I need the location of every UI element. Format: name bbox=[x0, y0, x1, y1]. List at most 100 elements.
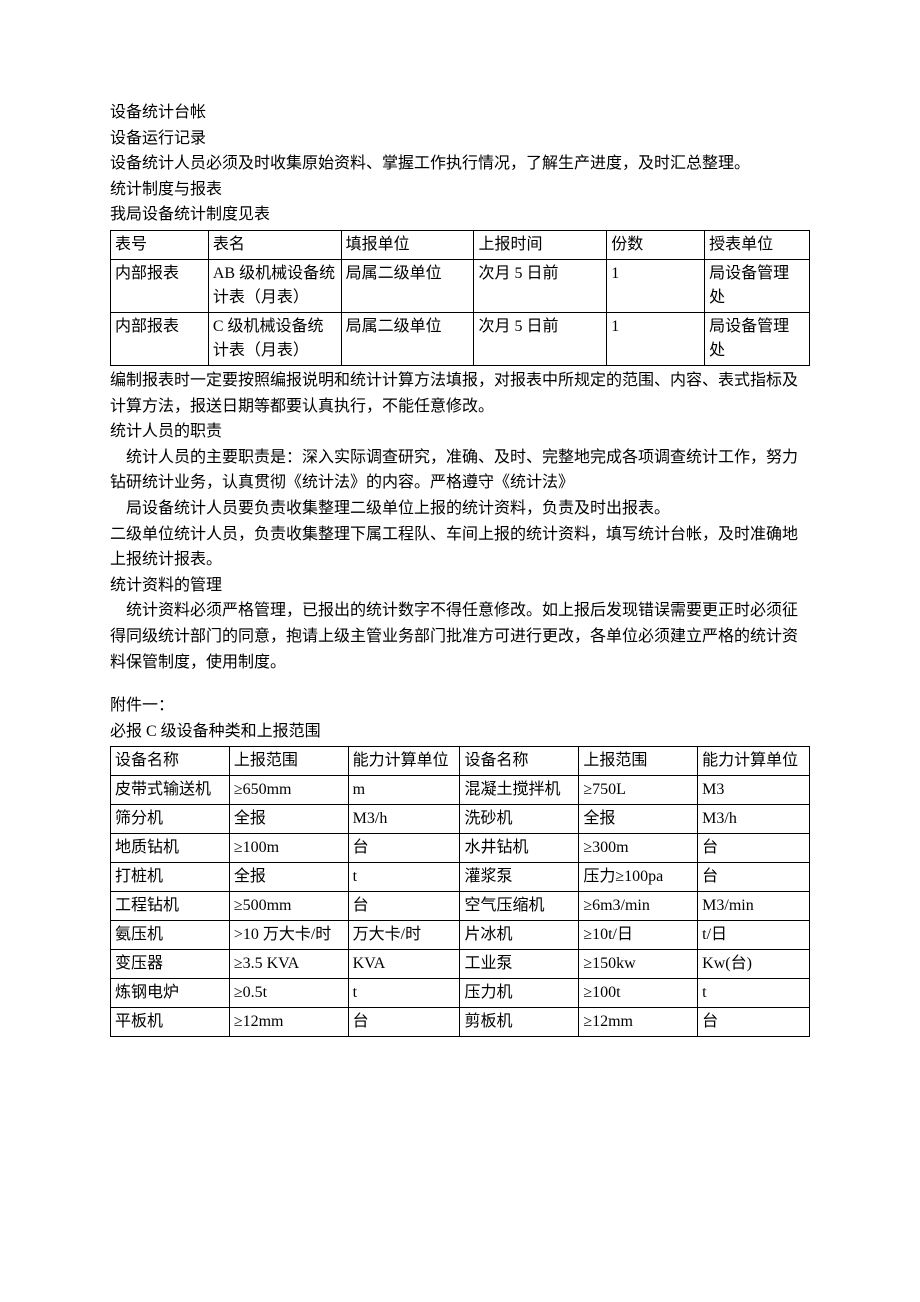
intro-line: 设备统计人员必须及时收集原始资料、掌握工作执行情况，了解生产进度，及时汇总整理。 bbox=[110, 151, 810, 177]
table-cell: ≥500mm bbox=[229, 892, 348, 921]
table-cell: 皮带式输送机 bbox=[111, 776, 230, 805]
table-cell: ≥6m3/min bbox=[579, 892, 698, 921]
table-cell: 1 bbox=[607, 259, 705, 312]
table-cell: 打桩机 bbox=[111, 863, 230, 892]
table-cell: 空气压缩机 bbox=[460, 892, 579, 921]
table-cell: 内部报表 bbox=[111, 312, 209, 365]
table-cell: C 级机械设备统计表（月表） bbox=[208, 312, 341, 365]
middle-section: 编制报表时一定要按照编报说明和统计计算方法填报，对报表中所规定的范围、内容、表式… bbox=[110, 368, 810, 675]
intro-line: 统计制度与报表 bbox=[110, 177, 810, 203]
table-header-row: 设备名称上报范围能力计算单位设备名称上报范围能力计算单位 bbox=[111, 747, 810, 776]
table-cell: 工业泵 bbox=[460, 950, 579, 979]
intro-line: 设备运行记录 bbox=[110, 126, 810, 152]
table-cell: t bbox=[348, 979, 460, 1008]
table-cell: 压力机 bbox=[460, 979, 579, 1008]
table-cell: m bbox=[348, 776, 460, 805]
table-row: 内部报表C 级机械设备统计表（月表）局属二级单位次月 5 日前1局设备管理处 bbox=[111, 312, 810, 365]
table-cell: 局设备管理处 bbox=[705, 312, 810, 365]
table-cell: 1 bbox=[607, 312, 705, 365]
table-cell: ≥300m bbox=[579, 834, 698, 863]
table-cell: M3/min bbox=[698, 892, 810, 921]
table-row: 变压器≥3.5 KVAKVA工业泵≥150kwKw(台) bbox=[111, 950, 810, 979]
table-cell: 剪板机 bbox=[460, 1008, 579, 1037]
table-row: 皮带式输送机≥650mmm混凝土搅拌机≥750LM3 bbox=[111, 776, 810, 805]
table-header-cell: 份数 bbox=[607, 230, 705, 259]
table-cell: 台 bbox=[698, 863, 810, 892]
table-cell: 台 bbox=[348, 1008, 460, 1037]
table-cell: 片冰机 bbox=[460, 921, 579, 950]
table-cell: 水井钻机 bbox=[460, 834, 579, 863]
table-row: 筛分机全报M3/h洗砂机全报M3/h bbox=[111, 805, 810, 834]
table-cell: ≥10t/日 bbox=[579, 921, 698, 950]
table-cell: 台 bbox=[698, 834, 810, 863]
table-cell: ≥100t bbox=[579, 979, 698, 1008]
table-row: 打桩机全报t灌浆泵压力≥100pa台 bbox=[111, 863, 810, 892]
paragraph: 局设备统计人员要负责收集整理二级单位上报的统计资料，负责及时出报表。 bbox=[110, 496, 810, 522]
table-header-cell: 授表单位 bbox=[705, 230, 810, 259]
table-header-cell: 设备名称 bbox=[460, 747, 579, 776]
appendix-title: 附件一： bbox=[110, 693, 810, 719]
table-cell: 地质钻机 bbox=[111, 834, 230, 863]
table-cell: ≥650mm bbox=[229, 776, 348, 805]
table-cell: 台 bbox=[348, 834, 460, 863]
table-cell: 平板机 bbox=[111, 1008, 230, 1037]
report-system-table: 表号表名填报单位上报时间份数授表单位内部报表AB 级机械设备统计表（月表）局属二… bbox=[110, 230, 810, 366]
table-cell: 台 bbox=[698, 1008, 810, 1037]
spacer bbox=[110, 675, 810, 693]
table-cell: 全报 bbox=[579, 805, 698, 834]
table-cell: 混凝土搅拌机 bbox=[460, 776, 579, 805]
table-header-row: 表号表名填报单位上报时间份数授表单位 bbox=[111, 230, 810, 259]
table-cell: M3 bbox=[698, 776, 810, 805]
table-cell: 次月 5 日前 bbox=[474, 259, 607, 312]
table-cell: 局属二级单位 bbox=[341, 312, 474, 365]
table-cell: 全报 bbox=[229, 805, 348, 834]
paragraph: 统计资料的管理 bbox=[110, 573, 810, 599]
paragraph: 编制报表时一定要按照编报说明和统计计算方法填报，对报表中所规定的范围、内容、表式… bbox=[110, 368, 810, 419]
table-cell: M3/h bbox=[348, 805, 460, 834]
intro-line: 设备统计台帐 bbox=[110, 100, 810, 126]
table-row: 内部报表AB 级机械设备统计表（月表）局属二级单位次月 5 日前1局设备管理处 bbox=[111, 259, 810, 312]
table-header-cell: 填报单位 bbox=[341, 230, 474, 259]
table-cell: ≥100m bbox=[229, 834, 348, 863]
table-cell: ≥12mm bbox=[579, 1008, 698, 1037]
table-cell: 局设备管理处 bbox=[705, 259, 810, 312]
table-cell: t/日 bbox=[698, 921, 810, 950]
table-cell: 炼钢电炉 bbox=[111, 979, 230, 1008]
equipment-table: 设备名称上报范围能力计算单位设备名称上报范围能力计算单位皮带式输送机≥650mm… bbox=[110, 746, 810, 1037]
table-cell: ≥0.5t bbox=[229, 979, 348, 1008]
paragraph: 统计人员的职责 bbox=[110, 419, 810, 445]
table-header-cell: 设备名称 bbox=[111, 747, 230, 776]
paragraph: 二级单位统计人员，负责收集整理下属工程队、车间上报的统计资料，填写统计台帐，及时… bbox=[110, 522, 810, 573]
table-cell: ≥150kw bbox=[579, 950, 698, 979]
table-cell: t bbox=[348, 863, 460, 892]
table-cell: ≥750L bbox=[579, 776, 698, 805]
table-header-cell: 能力计算单位 bbox=[348, 747, 460, 776]
table-row: 平板机≥12mm台剪板机≥12mm台 bbox=[111, 1008, 810, 1037]
table-cell: 工程钻机 bbox=[111, 892, 230, 921]
table-cell: 变压器 bbox=[111, 950, 230, 979]
appendix-subtitle: 必报 C 级设备种类和上报范围 bbox=[110, 719, 810, 745]
table-cell: 万大卡/时 bbox=[348, 921, 460, 950]
paragraph: 统计人员的主要职责是：深入实际调查研究，准确、及时、完整地完成各项调查统计工作，… bbox=[110, 445, 810, 496]
table-cell: t bbox=[698, 979, 810, 1008]
table-cell: 局属二级单位 bbox=[341, 259, 474, 312]
table-header-cell: 表号 bbox=[111, 230, 209, 259]
table-cell: 压力≥100pa bbox=[579, 863, 698, 892]
table-cell: 洗砂机 bbox=[460, 805, 579, 834]
table-header-cell: 上报范围 bbox=[229, 747, 348, 776]
appendix-header: 附件一： 必报 C 级设备种类和上报范围 bbox=[110, 693, 810, 744]
table-row: 工程钻机≥500mm台空气压缩机≥6m3/minM3/min bbox=[111, 892, 810, 921]
table-cell: 全报 bbox=[229, 863, 348, 892]
table-cell: AB 级机械设备统计表（月表） bbox=[208, 259, 341, 312]
table-cell: M3/h bbox=[698, 805, 810, 834]
table-cell: Kw(台) bbox=[698, 950, 810, 979]
table-header-cell: 能力计算单位 bbox=[698, 747, 810, 776]
table-row: 炼钢电炉≥0.5tt压力机≥100tt bbox=[111, 979, 810, 1008]
intro-line: 我局设备统计制度见表 bbox=[110, 202, 810, 228]
table-cell: 台 bbox=[348, 892, 460, 921]
table-cell: 内部报表 bbox=[111, 259, 209, 312]
table-cell: 次月 5 日前 bbox=[474, 312, 607, 365]
table-row: 氨压机>10 万大卡/时万大卡/时片冰机≥10t/日t/日 bbox=[111, 921, 810, 950]
intro-section: 设备统计台帐 设备运行记录 设备统计人员必须及时收集原始资料、掌握工作执行情况，… bbox=[110, 100, 810, 228]
table-header-cell: 表名 bbox=[208, 230, 341, 259]
